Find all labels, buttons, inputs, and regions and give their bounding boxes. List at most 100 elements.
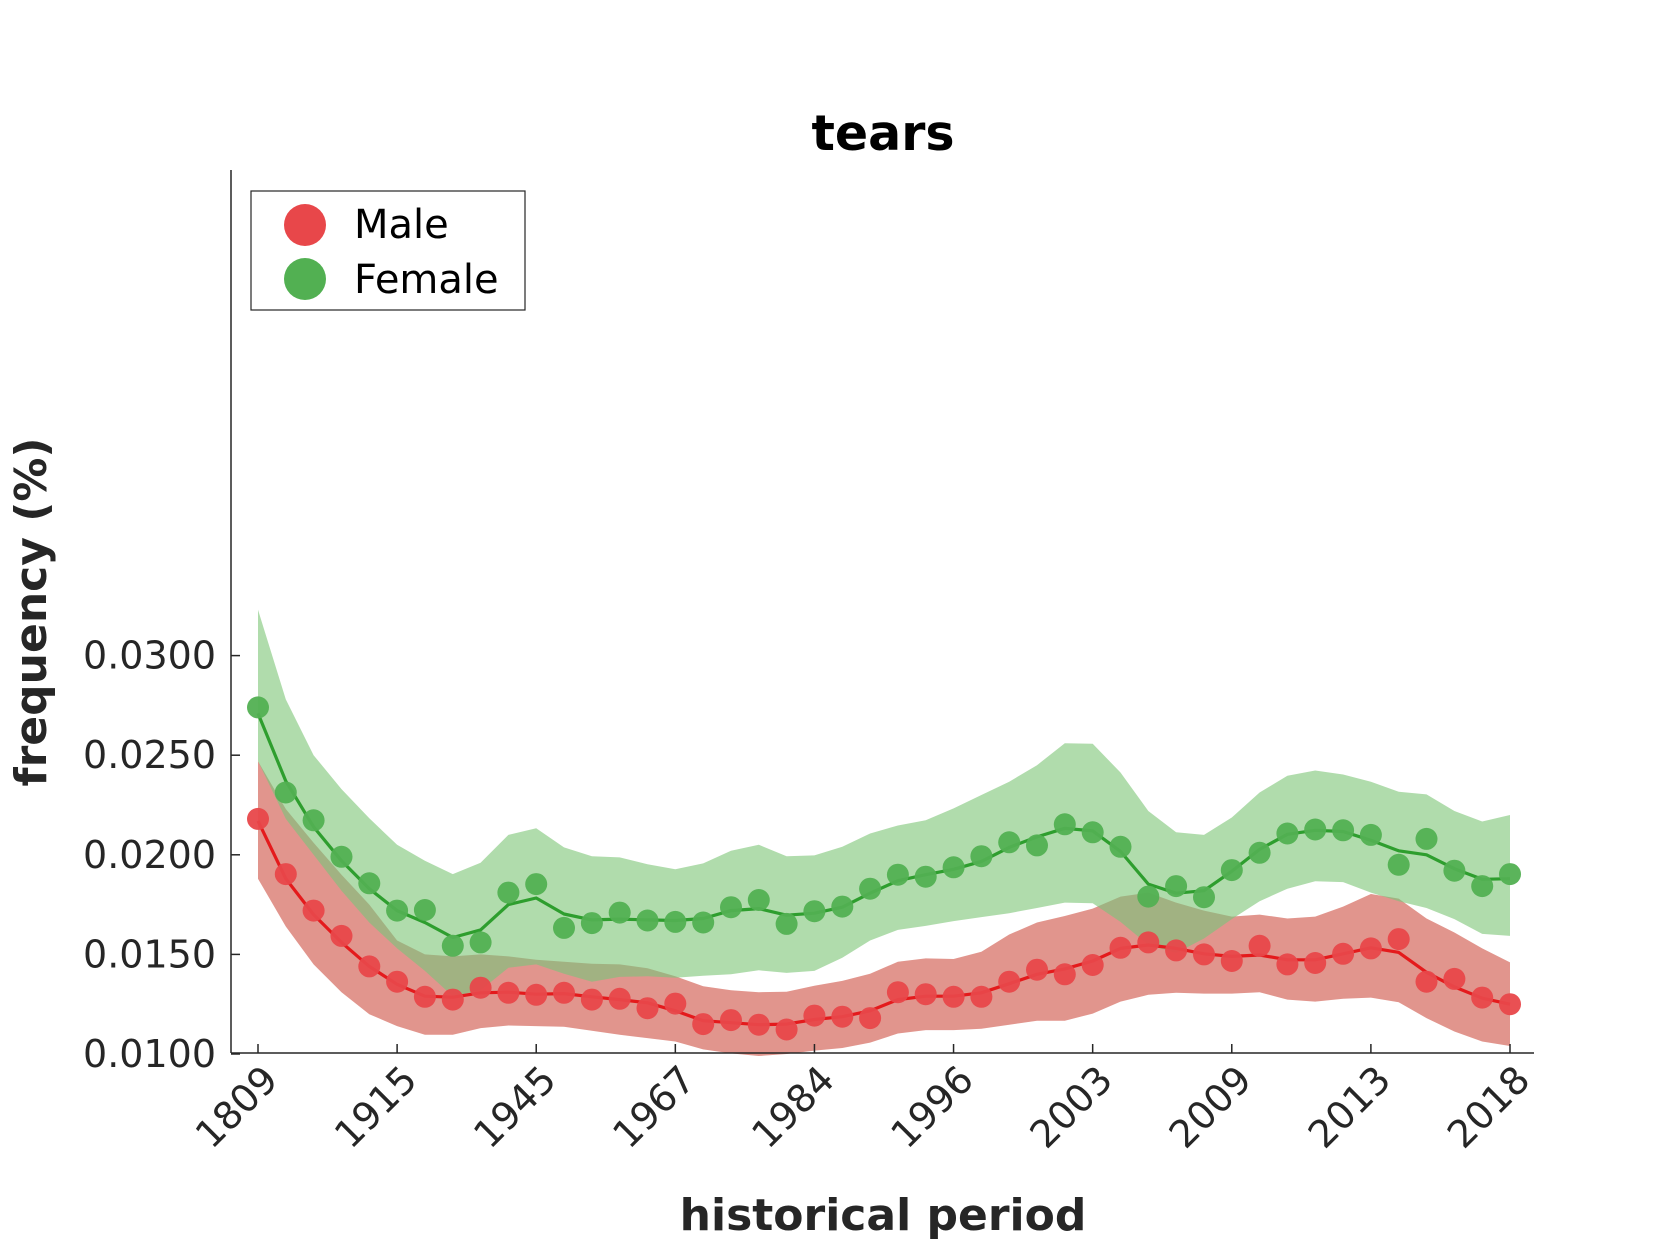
legend-label-female: Female xyxy=(354,257,499,303)
point-female xyxy=(580,912,603,935)
line-male xyxy=(256,820,1511,1027)
point-male xyxy=(942,985,965,1008)
point-female xyxy=(1304,818,1327,841)
point-male xyxy=(1248,934,1271,957)
point-male xyxy=(1193,943,1215,966)
point-female xyxy=(302,809,325,832)
point-female xyxy=(636,909,659,932)
point-female xyxy=(692,911,715,934)
point-female xyxy=(1471,875,1494,898)
point-male xyxy=(1443,967,1466,990)
point-male xyxy=(1276,953,1299,976)
point-female xyxy=(469,931,492,954)
legend-label-male: Male xyxy=(354,202,449,248)
point-female xyxy=(525,873,548,896)
point-male xyxy=(386,970,409,993)
point-male xyxy=(497,981,520,1004)
point-male xyxy=(441,988,464,1011)
point-male xyxy=(803,1004,826,1027)
point-female xyxy=(1026,834,1048,857)
point-female xyxy=(775,912,798,935)
point-female xyxy=(831,895,854,918)
point-female xyxy=(1443,859,1466,882)
y-tick-label: 0.0100 xyxy=(83,1032,216,1076)
point-male xyxy=(1499,993,1521,1016)
point-female xyxy=(1248,841,1271,864)
point-female xyxy=(942,856,965,879)
point-male xyxy=(330,924,353,947)
point-female xyxy=(664,910,687,933)
point-female xyxy=(720,896,742,919)
point-female xyxy=(859,877,882,900)
point-male xyxy=(302,899,325,922)
point-male xyxy=(553,981,575,1004)
point-female xyxy=(1332,819,1355,842)
point-male xyxy=(274,863,297,886)
x-axis-label: historical period xyxy=(680,1190,1087,1241)
point-male xyxy=(775,1018,798,1041)
point-female xyxy=(1165,875,1188,898)
point-female xyxy=(330,845,353,868)
point-male xyxy=(1332,942,1355,965)
point-female xyxy=(441,934,464,957)
point-female xyxy=(247,696,269,719)
x-tick-label: 2003 xyxy=(1022,1057,1122,1157)
legend: Male Female xyxy=(250,190,526,311)
x-tick-label: 1967 xyxy=(604,1057,704,1157)
point-female xyxy=(803,900,826,923)
x-tick-label: 1945 xyxy=(465,1057,565,1157)
point-male xyxy=(1081,954,1104,976)
point-female xyxy=(274,781,297,804)
point-female xyxy=(553,916,575,939)
legend-marker-male xyxy=(284,204,326,246)
x-tick-label: 2018 xyxy=(1439,1057,1539,1157)
point-male xyxy=(998,970,1021,993)
x-tick-label: 1915 xyxy=(326,1057,426,1157)
point-male xyxy=(1387,928,1410,951)
point-male xyxy=(1220,950,1243,972)
chart-title: tears xyxy=(811,105,954,162)
point-male xyxy=(580,988,603,1011)
point-male xyxy=(692,1013,715,1036)
point-male xyxy=(1053,963,1076,986)
point-male xyxy=(720,1009,742,1032)
point-male xyxy=(914,983,937,1006)
point-female xyxy=(1415,827,1438,850)
point-female xyxy=(998,831,1021,854)
point-female xyxy=(1499,863,1521,886)
y-tick-label: 0.0150 xyxy=(83,932,216,976)
point-male xyxy=(358,955,381,978)
x-tick-label: 1984 xyxy=(743,1057,843,1157)
point-male xyxy=(1471,986,1494,1009)
point-female xyxy=(970,845,993,868)
point-male xyxy=(525,983,548,1006)
point-male xyxy=(1026,958,1048,981)
point-female xyxy=(1137,885,1160,908)
series-points xyxy=(247,696,1521,1041)
x-tick-label: 2013 xyxy=(1300,1057,1400,1157)
legend-marker-female xyxy=(284,258,326,300)
point-male xyxy=(859,1007,882,1030)
point-female xyxy=(1109,835,1132,858)
point-female xyxy=(1276,822,1299,845)
y-tick-label: 0.0200 xyxy=(83,833,216,877)
x-axis-ticks: 1809 1915 1945 1967 1984 1996 2003 2009 2013 2018 xyxy=(187,1044,1539,1157)
point-female xyxy=(497,881,520,904)
band-overlap-tint xyxy=(258,761,1510,1056)
y-tick-label: 0.0300 xyxy=(83,634,216,678)
point-female xyxy=(1193,886,1215,909)
y-axis-label: frequency (%) xyxy=(6,437,57,786)
point-male xyxy=(608,987,631,1010)
point-female xyxy=(386,899,409,922)
point-male xyxy=(1359,937,1382,960)
point-female xyxy=(1053,813,1076,836)
point-male xyxy=(747,1013,770,1036)
point-male xyxy=(886,981,909,1004)
point-female xyxy=(1220,859,1243,882)
point-female xyxy=(608,901,631,924)
point-male xyxy=(831,1005,854,1028)
x-tick-label: 2009 xyxy=(1161,1057,1261,1157)
point-male xyxy=(413,985,436,1008)
point-female xyxy=(886,863,909,886)
